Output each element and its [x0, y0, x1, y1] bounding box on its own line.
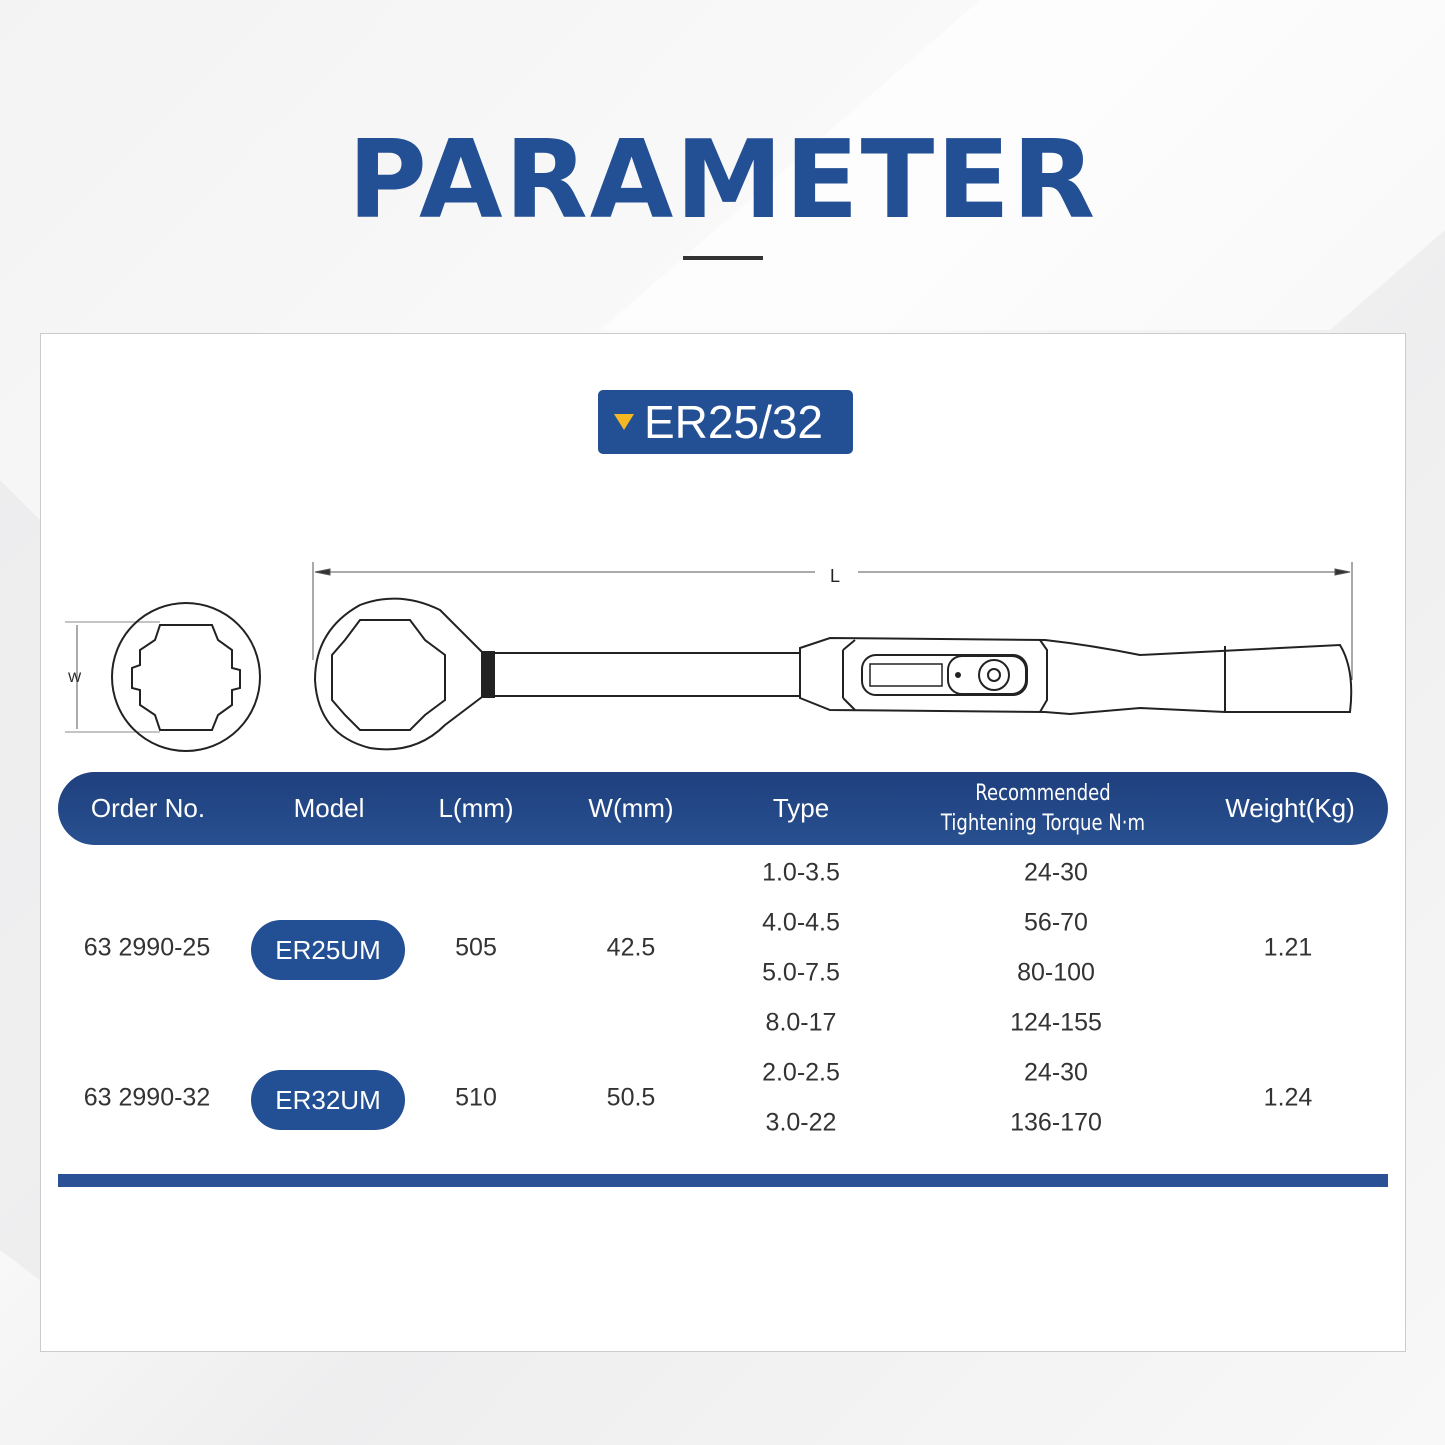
w-dimension-label: W — [68, 669, 82, 685]
type-value: 1.0-3.5 — [762, 858, 840, 887]
model-pill: ER32UM — [251, 1070, 405, 1130]
ring-end-view — [65, 602, 261, 752]
header-w: W(mm) — [588, 793, 674, 823]
type-value: 2.0-2.5 — [762, 1058, 840, 1087]
header-torque: Recommended Tightening Torque N·m — [941, 772, 1145, 845]
table-header: Order No. Model L(mm) W(mm) Type Recomme… — [58, 772, 1388, 845]
torque-value: 124-155 — [1010, 1008, 1102, 1037]
header-model: Model — [293, 793, 365, 823]
type-value: 5.0-7.5 — [762, 958, 840, 987]
l-dimension-label: L — [830, 566, 840, 586]
model-pill: ER25UM — [251, 920, 405, 980]
weight-value: 1.24 — [1263, 1083, 1313, 1112]
table-bottom-rule — [58, 1174, 1388, 1187]
page-title: PARAMETER — [347, 118, 1098, 243]
triangle-down-icon — [614, 414, 634, 430]
header-torque-line2: Tightening Torque N·m — [940, 810, 1146, 836]
badge-label: ER25/32 — [644, 396, 824, 448]
type-value: 4.0-4.5 — [762, 908, 840, 937]
header-l: L(mm) — [438, 793, 514, 823]
torque-value: 136-170 — [1010, 1108, 1102, 1137]
order-no: 63 2990-32 — [83, 1083, 211, 1112]
torque-value: 56-70 — [1024, 908, 1088, 937]
length-value: 505 — [455, 933, 497, 962]
length-value: 510 — [455, 1083, 497, 1112]
weight-value: 1.21 — [1263, 933, 1313, 962]
model-series-badge: ER25/32 — [598, 390, 853, 454]
torque-value: 80-100 — [1017, 958, 1095, 987]
torque-value: 24-30 — [1024, 858, 1088, 887]
wrench-side-view — [313, 597, 1353, 751]
header-torque-line1: Recommended — [975, 780, 1111, 806]
title-underline — [683, 256, 763, 260]
order-no: 63 2990-25 — [83, 933, 211, 962]
wrench-drawing: W L — [65, 562, 1353, 752]
type-value: 3.0-22 — [765, 1108, 837, 1137]
length-dimension — [312, 562, 1353, 680]
header-weight: Weight(Kg) — [1225, 793, 1355, 823]
type-value: 8.0-17 — [765, 1008, 837, 1037]
width-value: 42.5 — [606, 933, 656, 962]
header-order-no: Order No. — [90, 793, 206, 823]
torque-value: 24-30 — [1024, 1058, 1088, 1087]
width-value: 50.5 — [606, 1083, 656, 1112]
header-type: Type — [772, 793, 830, 823]
